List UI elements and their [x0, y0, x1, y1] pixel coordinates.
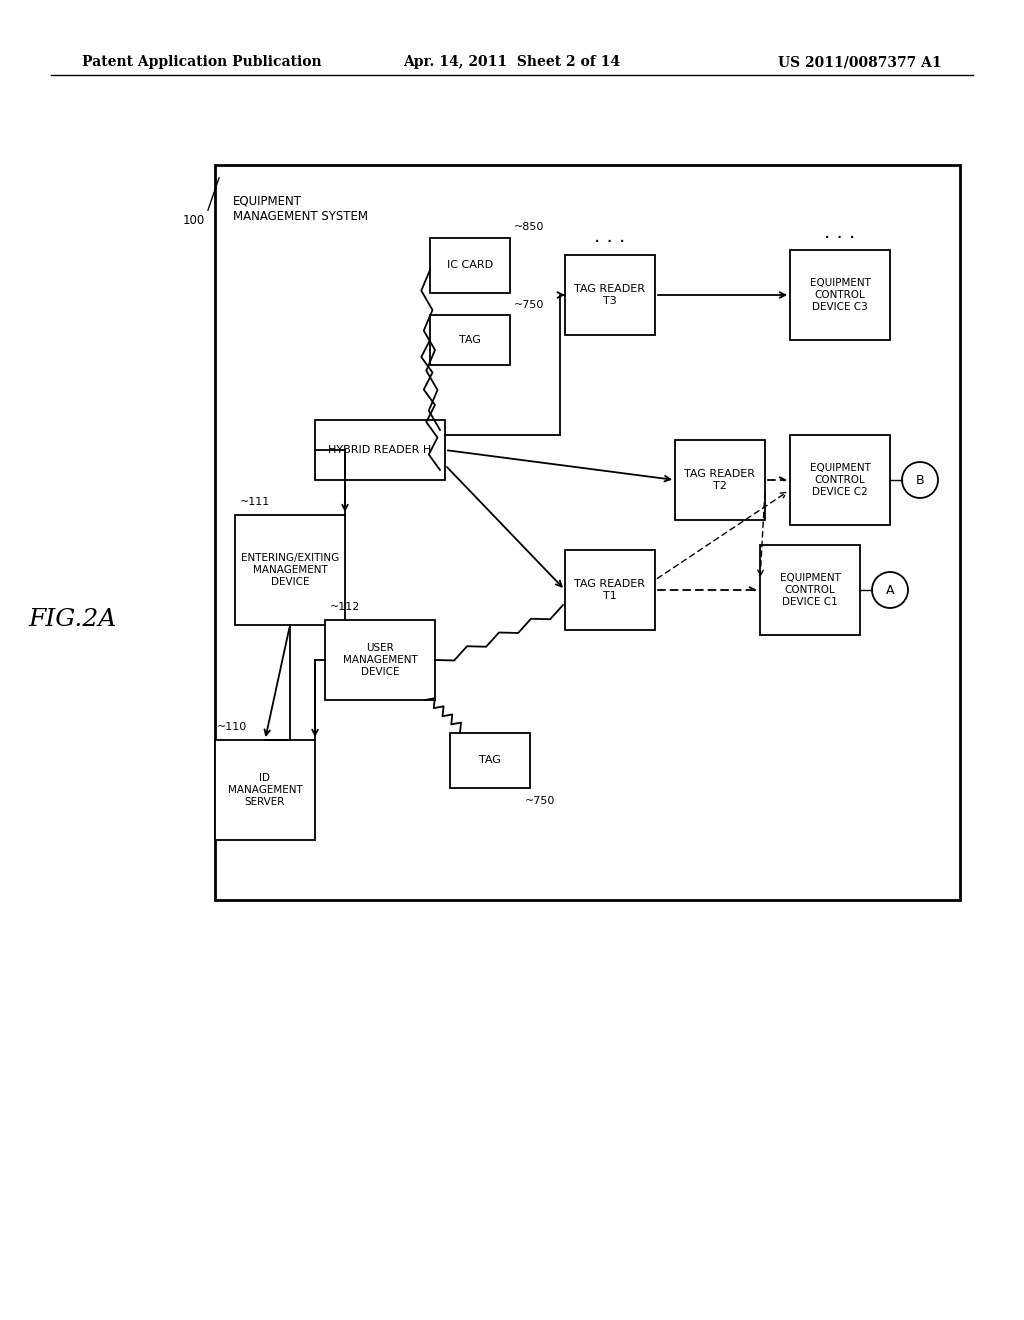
- Text: ~111: ~111: [240, 498, 270, 507]
- Text: B: B: [915, 474, 925, 487]
- Bar: [234, 515, 345, 624]
- Text: TAG: TAG: [479, 755, 501, 766]
- Text: ~112: ~112: [330, 602, 360, 612]
- Bar: [450, 733, 530, 788]
- Text: . . .: . . .: [824, 223, 856, 242]
- Text: TAG: TAG: [459, 335, 481, 345]
- Text: ~110: ~110: [217, 722, 247, 733]
- Bar: [430, 315, 510, 366]
- Text: TAG READER
T3: TAG READER T3: [574, 284, 645, 306]
- Text: ENTERING/EXITING
MANAGEMENT
DEVICE: ENTERING/EXITING MANAGEMENT DEVICE: [241, 553, 339, 586]
- Text: EQUIPMENT
MANAGEMENT SYSTEM: EQUIPMENT MANAGEMENT SYSTEM: [233, 195, 368, 223]
- Bar: [325, 620, 435, 700]
- Bar: [215, 165, 961, 900]
- Bar: [760, 545, 860, 635]
- Text: EQUIPMENT
CONTROL
DEVICE C1: EQUIPMENT CONTROL DEVICE C1: [779, 573, 841, 607]
- Bar: [675, 440, 765, 520]
- Bar: [565, 550, 655, 630]
- Bar: [315, 420, 445, 480]
- Text: USER
MANAGEMENT
DEVICE: USER MANAGEMENT DEVICE: [343, 643, 418, 677]
- Text: Patent Application Publication: Patent Application Publication: [82, 55, 322, 69]
- Text: 100: 100: [182, 214, 205, 227]
- Text: ~750: ~750: [514, 300, 545, 310]
- Text: A: A: [886, 583, 894, 597]
- Text: Apr. 14, 2011  Sheet 2 of 14: Apr. 14, 2011 Sheet 2 of 14: [403, 55, 621, 69]
- Text: TAG READER
T2: TAG READER T2: [684, 469, 756, 491]
- Text: . . .: . . .: [594, 227, 626, 247]
- Bar: [215, 741, 315, 840]
- Bar: [790, 249, 890, 341]
- Text: IC CARD: IC CARD: [446, 260, 494, 271]
- Text: ID
MANAGEMENT
SERVER: ID MANAGEMENT SERVER: [227, 774, 302, 807]
- Text: FIG.2A: FIG.2A: [28, 609, 116, 631]
- Text: HYBRID READER H: HYBRID READER H: [329, 445, 432, 455]
- Text: EQUIPMENT
CONTROL
DEVICE C2: EQUIPMENT CONTROL DEVICE C2: [810, 463, 870, 496]
- Bar: [790, 436, 890, 525]
- Text: US 2011/0087377 A1: US 2011/0087377 A1: [778, 55, 942, 69]
- Text: TAG READER
T1: TAG READER T1: [574, 579, 645, 601]
- Bar: [565, 255, 655, 335]
- Text: EQUIPMENT
CONTROL
DEVICE C3: EQUIPMENT CONTROL DEVICE C3: [810, 279, 870, 312]
- Text: ~750: ~750: [525, 796, 555, 805]
- Text: ~850: ~850: [514, 223, 545, 232]
- Bar: [430, 238, 510, 293]
